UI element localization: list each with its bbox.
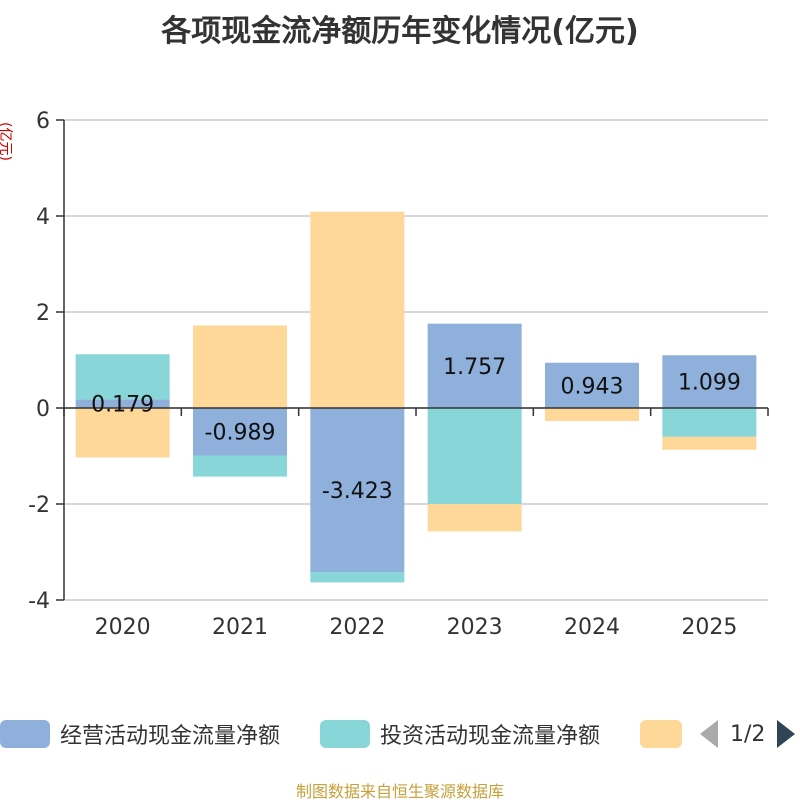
x-tick-label-2022: 2022 xyxy=(329,615,385,640)
labels-layer: 0.179 -0.989 -3.423 1.757 0.943 1.099 xyxy=(91,355,741,504)
data-label-2022: -3.423 xyxy=(322,479,393,504)
data-label-2024: 0.943 xyxy=(561,374,624,399)
bars-layer xyxy=(75,211,757,583)
bar-2022-series-1 xyxy=(310,572,405,583)
y-tick-label: 0 xyxy=(36,397,50,422)
axis-layer: -4 -2 0 2 4 6 2020 2021 2022 2023 2024 2025 xyxy=(28,109,769,640)
bar-2020-series-1 xyxy=(75,354,170,400)
bar-2024-series-0 xyxy=(545,362,639,408)
bar-2020-series-0 xyxy=(75,399,170,408)
legend-item-financing[interactable] xyxy=(640,716,682,752)
legend-page-indicator: 1/2 xyxy=(730,721,766,747)
x-tick-label-2021: 2021 xyxy=(212,615,268,640)
bar-2025-series-1 xyxy=(662,408,757,437)
bar-2023-series-1 xyxy=(427,408,522,504)
legend-swatch-operating xyxy=(0,720,50,748)
legend-label-operating: 经营活动现金流量净额 xyxy=(60,724,281,749)
legend-label-investing: 投资活动现金流量净额 xyxy=(380,724,601,749)
bar-2021-series-0 xyxy=(193,408,287,456)
x-tick-label-2025: 2025 xyxy=(681,615,737,640)
bar-2022-series-0 xyxy=(310,408,405,573)
legend-swatch-financing xyxy=(640,720,682,748)
bar-2023-series-2 xyxy=(427,504,522,532)
legend: 经营活动现金流量净额 投资活动现金流量净额 xyxy=(0,716,800,756)
legend-next-page-icon[interactable] xyxy=(777,720,796,748)
data-label-2023: 1.757 xyxy=(443,355,506,380)
data-label-2025: 1.099 xyxy=(678,371,741,396)
chart-plot: -4 -2 0 2 4 6 2020 2021 2022 2023 2024 2025 0.179 -0… xyxy=(28,109,769,640)
data-label-2021: -0.989 xyxy=(205,421,276,446)
y-tick-label: 6 xyxy=(36,109,50,134)
bar-2021-series-1 xyxy=(193,455,287,477)
bar-2024-series-2 xyxy=(545,408,639,421)
data-label-2020: 0.179 xyxy=(91,393,154,418)
legend-swatch-investing xyxy=(320,720,370,748)
bar-2021-series-2 xyxy=(193,325,287,408)
y-tick-label: 2 xyxy=(36,301,50,326)
y-tick-label: 4 xyxy=(36,205,50,230)
y-tick-label: -2 xyxy=(28,493,50,518)
x-tick-label-2024: 2024 xyxy=(564,615,620,640)
x-tick-label-2020: 2020 xyxy=(95,615,151,640)
bar-2022-series-2 xyxy=(310,211,405,408)
legend-prev-page-icon[interactable] xyxy=(700,720,718,748)
chart-title: 各项现金流净额历年变化情况(亿元) xyxy=(161,14,639,49)
data-source-note: 制图数据来自恒生聚源数据库 xyxy=(295,782,504,801)
legend-item-investing[interactable]: 投资活动现金流量净额 xyxy=(320,716,600,752)
y-tick-label: -4 xyxy=(28,589,50,614)
x-tick-label-2023: 2023 xyxy=(447,615,503,640)
bar-2020-series-2 xyxy=(75,408,170,458)
bar-2025-series-0 xyxy=(662,355,757,408)
legend-item-operating[interactable]: 经营活动现金流量净额 xyxy=(0,716,280,752)
legend-pager: 1/2 xyxy=(700,716,796,752)
bar-2023-series-0 xyxy=(427,323,522,408)
bar-2025-series-2 xyxy=(662,436,757,450)
